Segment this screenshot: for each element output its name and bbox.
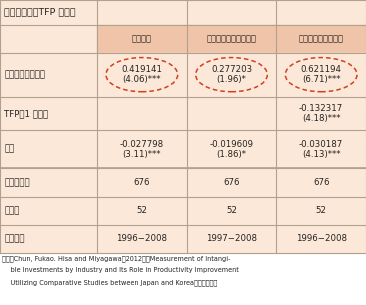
Text: 資料：Chun, Fukao. Hisa and Miyagawa（2012）「Measurement of Intangi-: 資料：Chun, Fukao. Hisa and Miyagawa（2012）「… bbox=[2, 255, 230, 262]
Text: 676: 676 bbox=[313, 178, 329, 187]
Text: サンプル数: サンプル数 bbox=[4, 178, 30, 187]
Polygon shape bbox=[0, 0, 366, 25]
Text: 0.419141
(4.06)***: 0.419141 (4.06)*** bbox=[121, 65, 163, 84]
Polygon shape bbox=[0, 53, 366, 97]
Text: 無形資産／生産額: 無形資産／生産額 bbox=[4, 70, 45, 79]
Text: 定数: 定数 bbox=[4, 145, 15, 154]
Polygon shape bbox=[187, 25, 276, 53]
Polygon shape bbox=[0, 196, 366, 224]
Text: 52: 52 bbox=[226, 206, 237, 215]
Polygon shape bbox=[0, 97, 366, 130]
Text: 52: 52 bbox=[315, 206, 327, 215]
Text: -0.019609
(1.86)*: -0.019609 (1.86)* bbox=[209, 140, 254, 159]
Text: 676: 676 bbox=[223, 178, 240, 187]
Text: -0.030187
(4.13)***: -0.030187 (4.13)*** bbox=[299, 140, 343, 159]
Text: TFP（1 期前）: TFP（1 期前） bbox=[4, 109, 49, 118]
Text: 0.621194
(6.71)***: 0.621194 (6.71)*** bbox=[300, 65, 342, 84]
Polygon shape bbox=[276, 25, 366, 53]
Text: 1996−2008: 1996−2008 bbox=[296, 234, 347, 243]
Text: 52: 52 bbox=[136, 206, 147, 215]
Text: 産業数: 産業数 bbox=[4, 206, 20, 215]
Text: 676: 676 bbox=[134, 178, 150, 187]
Polygon shape bbox=[0, 168, 366, 196]
Text: -0.027798
(3.11)***: -0.027798 (3.11)*** bbox=[120, 140, 164, 159]
Text: 被説明変数：TFP 上昇率: 被説明変数：TFP 上昇率 bbox=[4, 8, 76, 17]
Text: ble Investments by Industry and Its Role in Productivity Improvement: ble Investments by Industry and Its Role… bbox=[2, 267, 239, 273]
Polygon shape bbox=[0, 25, 97, 53]
Text: 0.277203
(1.96)*: 0.277203 (1.96)* bbox=[211, 65, 252, 84]
Text: 1997−2008: 1997−2008 bbox=[206, 234, 257, 243]
Text: 固定効果・操作変数法: 固定効果・操作変数法 bbox=[206, 34, 257, 43]
Polygon shape bbox=[97, 25, 187, 53]
Text: 一般化モーメント法: 一般化モーメント法 bbox=[299, 34, 344, 43]
Polygon shape bbox=[0, 130, 366, 168]
Text: 1996−2008: 1996−2008 bbox=[116, 234, 167, 243]
Text: 固定効果: 固定効果 bbox=[132, 34, 152, 43]
Text: -0.132317
(4.18)***: -0.132317 (4.18)*** bbox=[299, 104, 343, 123]
Text: Utilizing Comparative Studies between Japan and Korea」から作成。: Utilizing Comparative Studies between Ja… bbox=[2, 279, 217, 286]
Polygon shape bbox=[0, 224, 366, 253]
Text: 推定期間: 推定期間 bbox=[4, 234, 25, 243]
